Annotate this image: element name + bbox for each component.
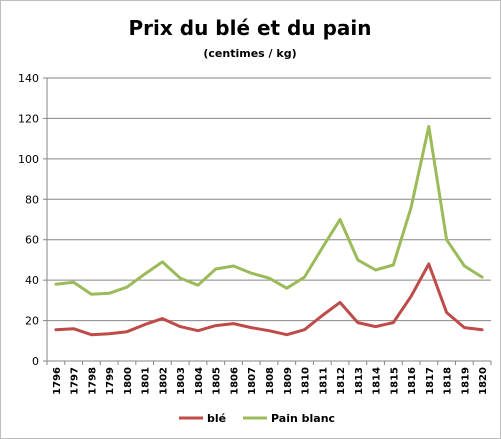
x-tick-label: 1811	[318, 367, 329, 395]
x-tick-label: 1812	[336, 367, 347, 395]
series-line	[54, 262, 484, 337]
x-tick-label: 1803	[176, 367, 187, 395]
x-tick-label: 1800	[123, 367, 134, 395]
y-tick-label: 40	[25, 274, 39, 287]
y-tick-label: 120	[18, 112, 39, 125]
x-tick-label: 1806	[229, 367, 240, 395]
y-tick-label: 100	[18, 153, 39, 166]
legend: blé Pain blanc	[179, 412, 335, 425]
x-tick-label: 1810	[301, 367, 312, 395]
y-axis-ticks: 0 20 40 60 80 100 120 140	[18, 72, 48, 368]
series-lines	[54, 125, 484, 337]
legend-label: blé	[207, 412, 226, 425]
x-tick-label: 1804	[194, 367, 205, 395]
y-tick-label: 140	[18, 72, 39, 85]
x-axis-ticks: 1796 1797 1798 1799 1800 1801 1802 1803 1804 1805…	[46, 361, 492, 395]
x-tick-label: 1805	[212, 367, 223, 395]
x-tick-label: 1798	[87, 367, 98, 395]
x-tick-label: 1820	[478, 367, 489, 395]
y-tick-label: 20	[25, 315, 39, 328]
chart-subtitle: (centimes / kg)	[203, 47, 296, 60]
legend-label: Pain blanc	[271, 412, 335, 425]
x-tick-label: 1814	[372, 367, 383, 395]
series-line	[54, 125, 484, 296]
gridlines	[47, 77, 491, 362]
x-tick-label: 1816	[407, 367, 418, 395]
x-tick-label: 1801	[141, 367, 152, 395]
y-tick-label: 0	[32, 355, 39, 368]
x-tick-label: 1807	[247, 367, 258, 395]
x-tick-label: 1818	[443, 367, 454, 395]
chart-title: Prix du blé et du pain	[129, 16, 372, 40]
x-tick-label: 1809	[283, 367, 294, 395]
x-tick-label: 1813	[354, 367, 365, 395]
x-tick-label: 1815	[389, 367, 400, 395]
x-tick-label: 1802	[158, 367, 169, 395]
x-tick-label: 1797	[70, 367, 81, 395]
x-tick-label: 1796	[52, 367, 63, 395]
x-tick-label: 1817	[425, 367, 436, 395]
x-tick-label: 1808	[265, 367, 276, 395]
x-tick-label: 1799	[105, 367, 116, 395]
y-tick-label: 80	[25, 193, 39, 206]
y-tick-label: 60	[25, 234, 39, 247]
x-tick-label: 1819	[460, 367, 471, 395]
